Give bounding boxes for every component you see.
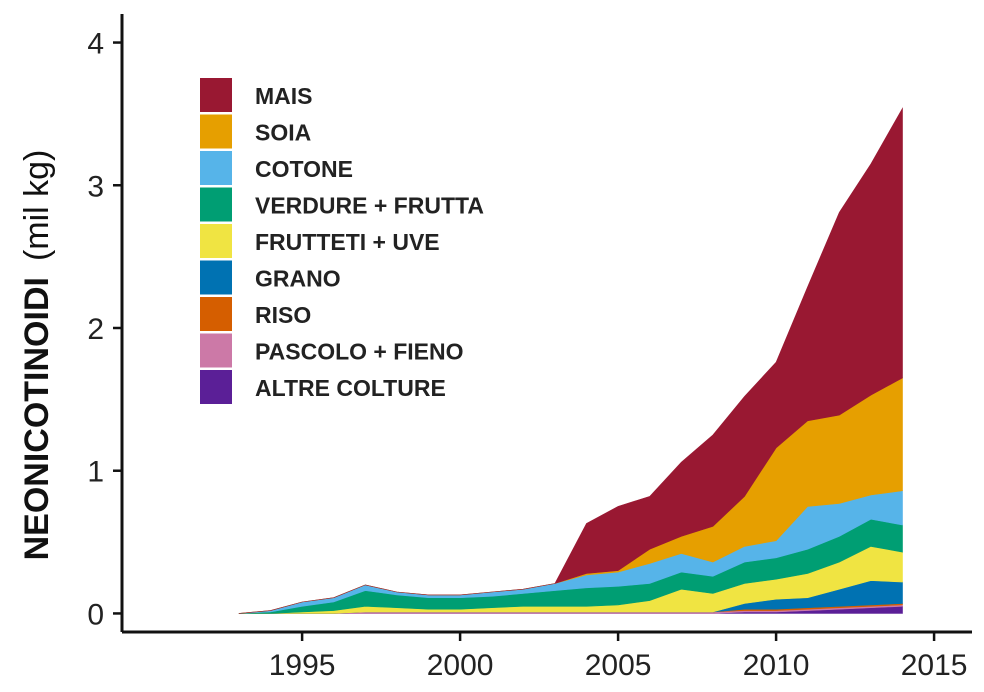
y-tick-label-4: 4 bbox=[87, 28, 104, 61]
axes-group: 0 1 2 3 4 1995 2000 2005 2010 2015 bbox=[87, 14, 972, 682]
legend-swatch-mais bbox=[200, 78, 232, 112]
legend-swatch-grano bbox=[200, 260, 232, 295]
legend-swatch-verdure-frutta bbox=[200, 187, 232, 222]
x-tick-label-2010: 2010 bbox=[743, 649, 810, 682]
y-tick-label-2: 2 bbox=[87, 313, 104, 346]
svg-text:NEONICOTINOIDI(mil kg): NEONICOTINOIDI (mil kg) bbox=[18, 150, 56, 561]
x-tick-label-1995: 1995 bbox=[269, 649, 336, 682]
area-series-group bbox=[238, 107, 903, 614]
legend-swatch-soia bbox=[200, 114, 232, 149]
legend-label-riso: RISO bbox=[255, 302, 311, 328]
y-tick-label-1: 1 bbox=[87, 456, 104, 489]
legend-label-soia: SOIA bbox=[255, 120, 311, 146]
legend-label-pascolo-fieno: PASCOLO + FIENO bbox=[255, 339, 464, 365]
x-tick-label-2000: 2000 bbox=[427, 649, 494, 682]
y-tick-label-3: 3 bbox=[87, 170, 104, 203]
legend: MAIS SOIA COTONE VERDURE + FRUTTA FRUTTETI +… bbox=[200, 78, 484, 404]
legend-swatch-riso bbox=[200, 297, 232, 331]
legend-swatch-pascolo-fieno bbox=[200, 333, 232, 368]
legend-swatch-altre-colture bbox=[200, 370, 232, 404]
y-axis-label-unit: (mil kg) bbox=[18, 150, 56, 261]
y-tick-label-0: 0 bbox=[87, 598, 104, 631]
legend-label-mais: MAIS bbox=[255, 83, 313, 109]
x-tick-label-2015: 2015 bbox=[901, 649, 968, 682]
y-axis-label-title: NEONICOTINOIDI bbox=[18, 277, 56, 560]
legend-label-verdure-frutta: VERDURE + FRUTTA bbox=[255, 193, 484, 219]
legend-swatch-frutteti-uve bbox=[200, 224, 232, 258]
x-tick-label-2005: 2005 bbox=[585, 649, 652, 682]
y-axis-label: NEONICOTINOIDI (mil kg) bbox=[18, 150, 56, 561]
legend-label-frutteti-uve: FRUTTETI + UVE bbox=[255, 229, 440, 255]
legend-label-altre-colture: ALTRE COLTURE bbox=[255, 375, 446, 401]
legend-swatch-cotone bbox=[200, 151, 232, 185]
legend-label-grano: GRANO bbox=[255, 266, 341, 292]
area-mais bbox=[238, 107, 903, 614]
legend-label-cotone: COTONE bbox=[255, 156, 353, 182]
